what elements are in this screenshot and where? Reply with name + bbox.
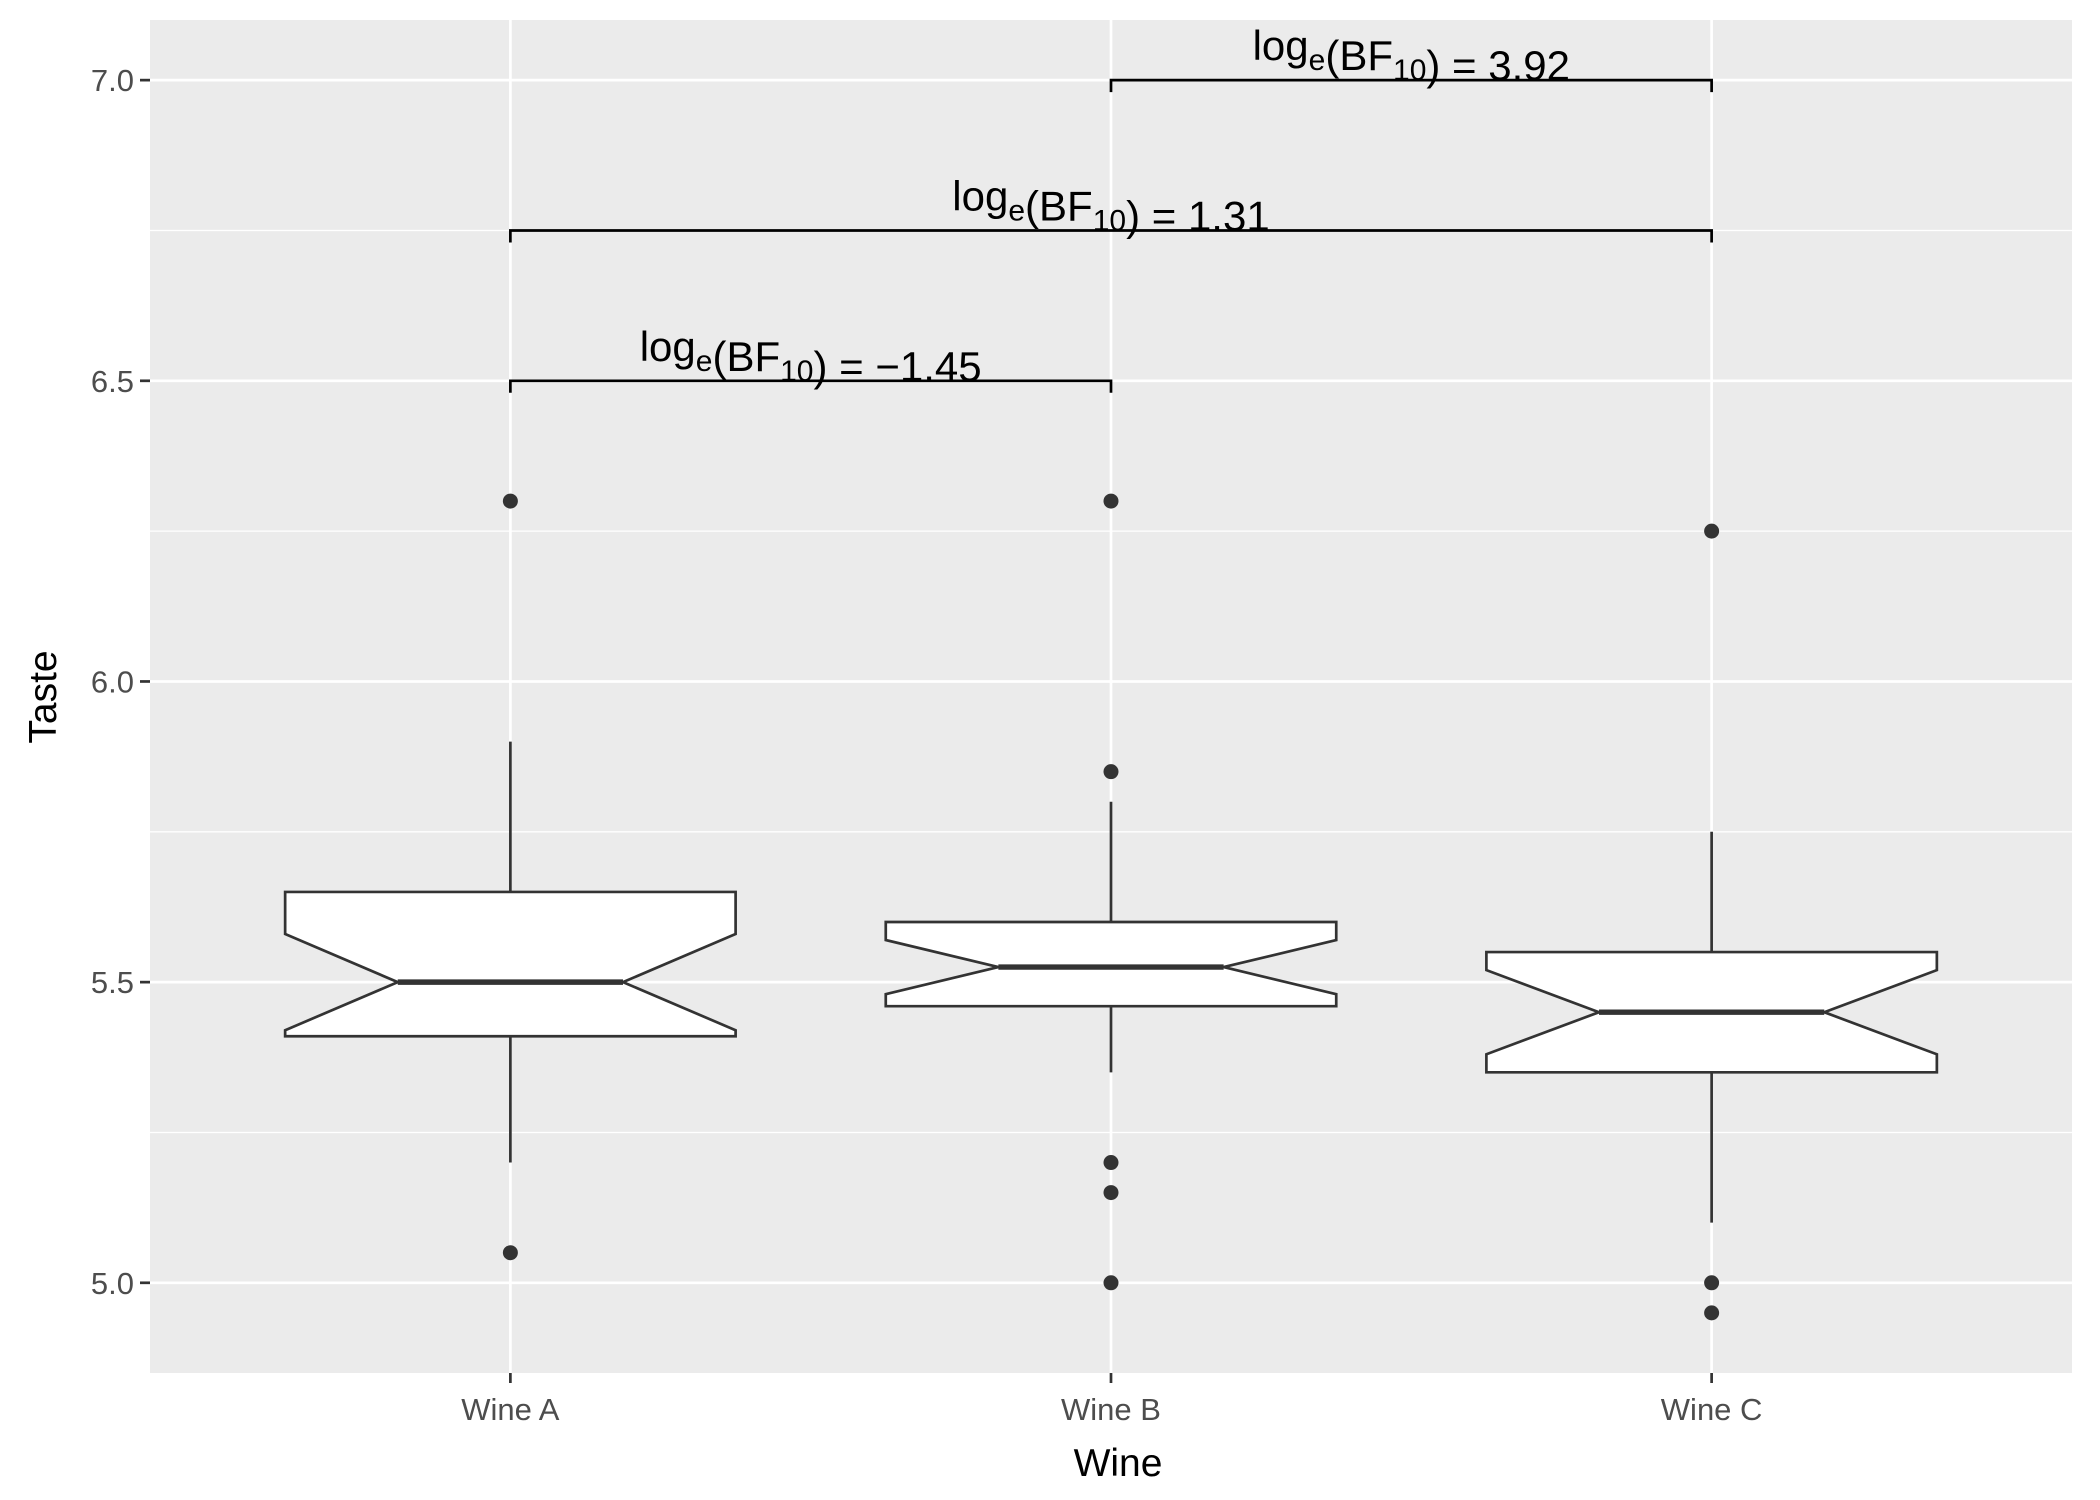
y-axis-title: Taste (22, 650, 65, 743)
y-tick-label: 5.0 (91, 1266, 134, 1301)
x-tick-label: Wine B (1061, 1392, 1161, 1427)
notched-box (884, 920, 1338, 1008)
bracket-line (1109, 78, 1713, 93)
x-axis-title: Wine (1074, 1442, 1163, 1485)
bracket-line (509, 229, 1713, 243)
label-part: −1.45 (875, 343, 981, 390)
label-part: 3.92 (1488, 42, 1570, 89)
y-tick-label: 5.5 (91, 965, 134, 1000)
label-part: ( (1025, 182, 1039, 229)
outlier-point (1704, 1305, 1720, 1321)
outlier-point (1103, 1275, 1119, 1291)
box-2 (884, 493, 1338, 1291)
outlier-point (1103, 764, 1119, 780)
outlier-point (1103, 493, 1119, 509)
label-part: ) (1126, 192, 1140, 239)
comparison-bracket: loge(BF10) = 3.92 (1109, 22, 1713, 93)
outlier-point (1103, 1155, 1119, 1171)
y-tick-label: 7.0 (91, 63, 134, 98)
box-1 (283, 493, 737, 1261)
label-subscript: 10 (780, 355, 813, 388)
bayes-factor-label: loge(BF10) = −1.45 (640, 323, 982, 390)
label-part: BF (1339, 32, 1393, 79)
outlier-point (1704, 523, 1720, 539)
label-subscript: e (1309, 44, 1326, 77)
label-part: 1.31 (1188, 192, 1270, 239)
bracket-line (509, 379, 1113, 393)
box-3 (1485, 523, 1939, 1321)
label-subscript: 10 (1093, 204, 1126, 237)
boxes (283, 493, 1939, 1321)
label-part: ) (814, 343, 828, 390)
label-part: = (1140, 192, 1188, 239)
label-part: BF (726, 333, 780, 380)
label-part: log (640, 323, 696, 370)
comparison-bracket: loge(BF10) = −1.45 (509, 323, 1113, 393)
y-tick-label: 6.5 (91, 364, 134, 399)
y-tick-label: 6.0 (91, 664, 134, 699)
label-part: ( (1325, 32, 1339, 79)
comparison-bracket: loge(BF10) = 1.31 (509, 172, 1713, 243)
outlier-point (502, 493, 518, 509)
label-part: log (1253, 22, 1309, 69)
axis-ticks: 5.0 5.5 6.0 6.5 7.0 Wine A Wine B Wine C (91, 63, 1763, 1427)
outlier-point (1704, 1275, 1720, 1291)
label-part: BF (1039, 182, 1093, 229)
label-part: = (1440, 42, 1488, 89)
outlier-point (502, 1245, 518, 1261)
label-part: log (952, 172, 1008, 219)
label-part: = (828, 343, 876, 390)
label-part: ) (1426, 42, 1440, 89)
label-subscript: e (696, 345, 713, 378)
bayes-factor-label: loge(BF10) = 1.31 (952, 172, 1269, 239)
label-part: ( (712, 333, 726, 380)
label-subscript: e (1008, 194, 1025, 227)
bayes-factor-label: loge(BF10) = 3.92 (1253, 22, 1570, 89)
x-tick-label: Wine C (1661, 1392, 1763, 1427)
x-tick-label: Wine A (461, 1392, 560, 1427)
label-subscript: 10 (1393, 54, 1426, 87)
outlier-point (1103, 1185, 1119, 1201)
notched-box (283, 890, 737, 1038)
